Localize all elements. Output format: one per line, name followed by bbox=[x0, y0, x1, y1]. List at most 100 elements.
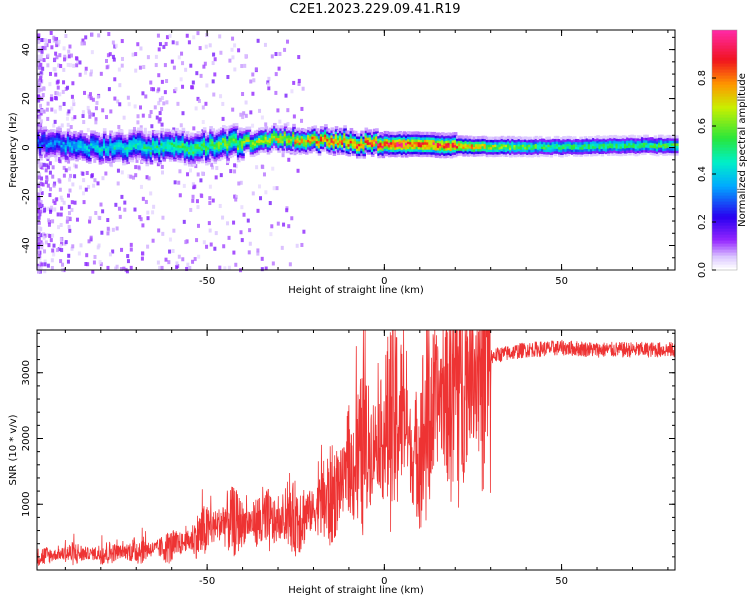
heatmap-cell bbox=[51, 129, 56, 133]
heatmap-cell bbox=[594, 143, 598, 147]
heatmap-cell bbox=[483, 145, 488, 149]
heatmap-cell bbox=[49, 94, 53, 99]
heatmap-cell bbox=[455, 147, 460, 152]
heatmap-cell bbox=[606, 138, 611, 142]
heatmap-cell bbox=[541, 153, 545, 157]
heatmap-cell bbox=[341, 146, 345, 150]
heatmap-cell bbox=[136, 114, 140, 119]
heatmap-cell bbox=[464, 145, 469, 149]
colorbar-segment bbox=[712, 240, 737, 244]
heatmap-cell bbox=[286, 39, 290, 44]
heatmap-cell bbox=[251, 141, 256, 145]
heatmap-cell bbox=[266, 141, 271, 145]
heatmap-cell bbox=[438, 133, 443, 137]
heatmap-cell bbox=[185, 150, 190, 154]
heatmap-cell bbox=[215, 166, 219, 171]
heatmap-cell bbox=[105, 159, 109, 163]
heatmap-cell bbox=[449, 140, 454, 144]
heatmap-cell bbox=[160, 79, 164, 84]
heatmap-cell bbox=[662, 140, 666, 144]
heatmap-cell bbox=[479, 136, 483, 140]
heatmap-cell bbox=[156, 130, 160, 134]
y-tick-label-top: 20 bbox=[21, 92, 32, 105]
heatmap-cell bbox=[432, 134, 437, 138]
heatmap-cell bbox=[181, 144, 186, 149]
heatmap-cell bbox=[290, 128, 294, 132]
heatmap-cell bbox=[347, 131, 352, 135]
heatmap-cell bbox=[122, 157, 126, 161]
heatmap-cell bbox=[150, 124, 154, 129]
heatmap-cell bbox=[68, 148, 73, 153]
heatmap-cell bbox=[278, 51, 282, 56]
heatmap-cell bbox=[38, 172, 42, 177]
colorbar-frame bbox=[711, 29, 738, 271]
heatmap-cell bbox=[94, 210, 98, 215]
heatmap-cell bbox=[90, 154, 94, 159]
heatmap-cell bbox=[199, 178, 203, 183]
heatmap-cell bbox=[255, 165, 259, 170]
heatmap-cell bbox=[98, 260, 102, 265]
heatmap-cell bbox=[94, 141, 99, 145]
heatmap-cell bbox=[636, 137, 641, 141]
heatmap-cell bbox=[536, 136, 541, 141]
heatmap-cell bbox=[553, 135, 558, 140]
heatmap-cell bbox=[157, 73, 161, 78]
heatmap-cell bbox=[362, 143, 366, 147]
heatmap-cell bbox=[543, 138, 547, 143]
heatmap-cell bbox=[126, 148, 130, 152]
heatmap-cell bbox=[545, 148, 549, 153]
heatmap-cell bbox=[385, 135, 390, 140]
heatmap-cell bbox=[266, 148, 271, 153]
heatmap-cell bbox=[204, 44, 208, 49]
heatmap-cell bbox=[375, 138, 379, 142]
heatmap-cell bbox=[111, 137, 116, 141]
heatmap-cell bbox=[279, 144, 284, 149]
heatmap-cell bbox=[141, 142, 145, 146]
heatmap-cell bbox=[249, 144, 254, 148]
heatmap-cell bbox=[572, 141, 577, 145]
heatmap-cell bbox=[623, 143, 628, 147]
heatmap-cell bbox=[60, 131, 64, 136]
heatmap-cell bbox=[404, 144, 409, 148]
heatmap-cell bbox=[528, 148, 532, 153]
heatmap-cell bbox=[194, 155, 198, 159]
heatmap-cell bbox=[56, 144, 60, 148]
heatmap-cell bbox=[468, 135, 473, 139]
heatmap-cell bbox=[338, 149, 343, 153]
heatmap-cell bbox=[451, 132, 456, 136]
heatmap-cell bbox=[300, 106, 304, 111]
heatmap-cell bbox=[73, 163, 77, 168]
heatmap-cell bbox=[326, 133, 330, 137]
heatmap-cell bbox=[613, 152, 617, 156]
heatmap-cell bbox=[602, 147, 607, 151]
heatmap-cell bbox=[166, 136, 171, 140]
heatmap-cell bbox=[115, 144, 120, 148]
heatmap-cell bbox=[37, 40, 41, 45]
heatmap-cell bbox=[483, 152, 488, 157]
heatmap-cell bbox=[97, 243, 101, 248]
heatmap-cell bbox=[256, 134, 260, 138]
heatmap-cell bbox=[209, 150, 213, 154]
heatmap-cell bbox=[472, 136, 477, 140]
heatmap-cell bbox=[196, 148, 201, 152]
heatmap-cell bbox=[430, 149, 435, 153]
heatmap-cell bbox=[185, 136, 190, 140]
heatmap-cell bbox=[39, 181, 43, 186]
heatmap-cell bbox=[585, 138, 590, 142]
heatmap-cell bbox=[69, 125, 73, 130]
heatmap-cell bbox=[660, 149, 664, 153]
heatmap-cell bbox=[42, 58, 46, 63]
heatmap-cell bbox=[185, 155, 190, 159]
heatmap-cell bbox=[273, 135, 277, 139]
heatmap-cells bbox=[37, 30, 679, 274]
heatmap-cell bbox=[290, 150, 294, 154]
colorbar-label: Normalized spectral amplitude bbox=[737, 73, 748, 227]
heatmap-cell bbox=[394, 154, 398, 158]
heatmap-cell bbox=[362, 140, 366, 144]
heatmap-cell bbox=[119, 149, 124, 153]
heatmap-cell bbox=[213, 160, 218, 165]
heatmap-cell bbox=[470, 143, 475, 147]
heatmap-cell bbox=[151, 144, 156, 148]
heatmap-cell bbox=[181, 137, 186, 141]
heatmap-cell bbox=[615, 140, 620, 144]
